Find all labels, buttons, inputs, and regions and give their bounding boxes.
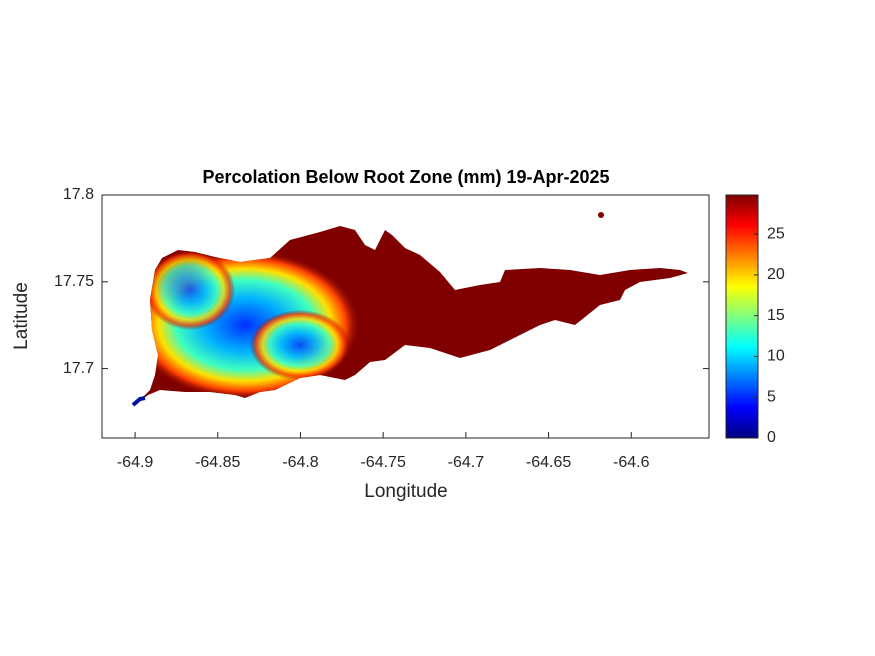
x-tick-label: -64.9: [117, 454, 154, 471]
y-tick-label: 17.8: [63, 186, 94, 203]
raster-patch: [250, 310, 350, 380]
x-tick-label: -64.8: [282, 454, 319, 471]
x-axis-label: Longitude: [364, 481, 447, 502]
colorbar: [725, 194, 759, 439]
y-axis-label: Latitude: [11, 282, 32, 350]
x-tick-label: -64.85: [195, 454, 240, 471]
y-tick-label: 17.7: [63, 360, 94, 377]
chart-title: Percolation Below Root Zone (mm) 19-Apr-…: [202, 167, 609, 187]
colorbar-tick-label: 20: [767, 266, 785, 283]
y-tick-label: 17.75: [54, 273, 94, 290]
x-tick-label: -64.6: [613, 454, 650, 471]
colorbar-tick-label: 10: [767, 348, 785, 365]
x-tick-label: -64.75: [360, 454, 405, 471]
colorbar-tick-label: 5: [767, 388, 776, 405]
colorbar-tick-label: 0: [767, 429, 776, 446]
colorbar-tick-label: 25: [767, 225, 785, 242]
raster-patch: [131, 396, 146, 407]
islet: [598, 212, 604, 218]
colorbar-tick-label: 15: [767, 307, 785, 324]
x-tick-label: -64.65: [526, 454, 571, 471]
x-tick-label: -64.7: [448, 454, 485, 471]
raster-patch: [145, 250, 235, 330]
